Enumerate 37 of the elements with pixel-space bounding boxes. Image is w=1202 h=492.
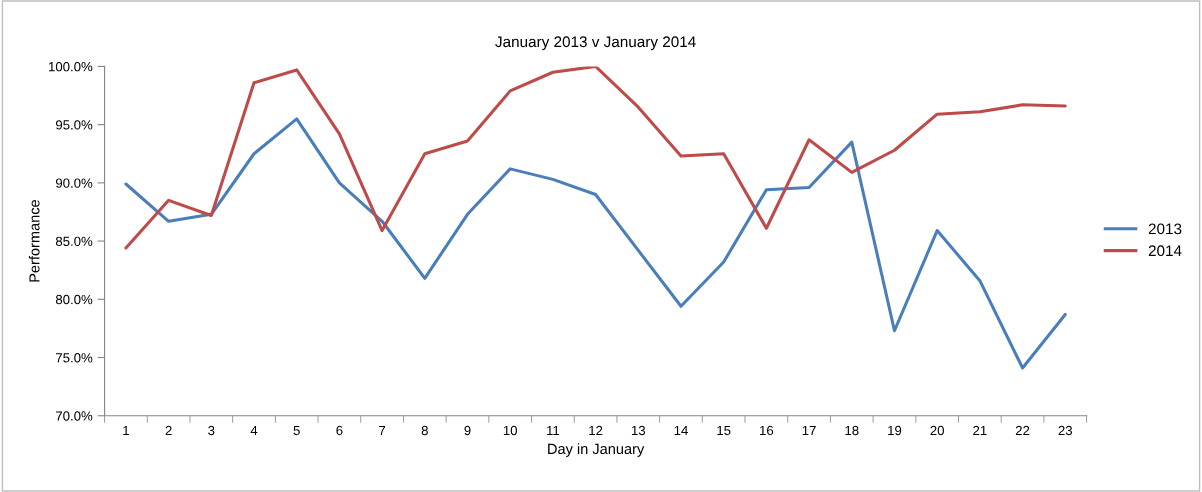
x-tick-label: 21 (973, 425, 987, 436)
x-tick-label: 5 (293, 425, 300, 436)
x-tick-label: 4 (250, 425, 258, 436)
x-tick-label: 19 (888, 425, 902, 436)
x-tick-label: 17 (802, 425, 816, 436)
y-tick-label: 95.0% (55, 120, 93, 130)
x-axis-title: Day in January (548, 443, 645, 457)
x-tick-label: 8 (421, 425, 428, 436)
x-tick-label: 3 (208, 425, 215, 436)
y-tick-label: 75.0% (56, 353, 93, 363)
x-tick-label: 12 (589, 425, 603, 436)
y-tick-label: 70.0% (56, 411, 93, 421)
x-tick-label: 13 (631, 425, 646, 436)
x-tick-label: 16 (760, 425, 774, 436)
y-tick-label: 80.0% (55, 294, 93, 305)
x-tick-label: 20 (930, 425, 944, 436)
chart-title: January 2013 v January 2014 (495, 36, 696, 51)
legend-label: 2013 (1148, 223, 1182, 235)
x-tick-label: 10 (503, 425, 518, 436)
y-axis-title: Performance (28, 199, 40, 282)
y-tick-label: 100.0% (49, 61, 93, 72)
x-tick-label: 23 (1058, 425, 1073, 436)
x-tick-label: 14 (674, 425, 688, 436)
line-series (124, 66, 1067, 250)
x-tick-label: 18 (845, 425, 859, 436)
y-tick-label: 85.0% (55, 236, 93, 246)
x-tick-label: 9 (464, 425, 471, 436)
y-tick-label: 90.0% (55, 178, 93, 188)
line-series (124, 117, 1067, 370)
x-tick-label: 1 (123, 425, 129, 436)
x-tick-label: 22 (1015, 425, 1030, 436)
x-tick-label: 15 (717, 425, 731, 436)
x-tick-label: 7 (379, 425, 386, 436)
x-tick-label: 6 (336, 425, 343, 436)
x-tick-label: 2 (165, 425, 172, 436)
x-tick-label: 11 (547, 425, 560, 436)
legend-label: 2014 (1148, 245, 1182, 257)
